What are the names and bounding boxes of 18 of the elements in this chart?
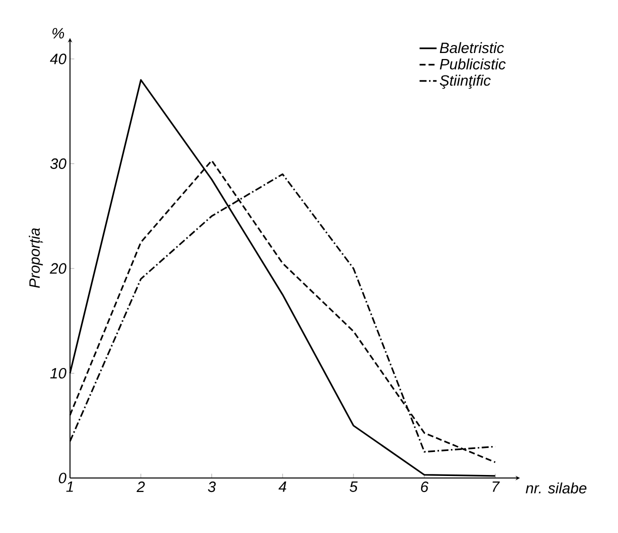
y-tick-label: 10 (50, 368, 66, 379)
x-tick-label: 4 (278, 482, 286, 492)
y-tick-label: 0 (58, 472, 66, 484)
x-tick-label: 1 (66, 482, 73, 492)
text: % (52, 28, 64, 38)
x-tick-label: 6 (421, 482, 428, 492)
legend-label: Baletristic (440, 42, 504, 54)
legend-label: Publicistic (440, 58, 506, 70)
legend-label: Ştiinţific (440, 74, 491, 89)
x-tick-label: 3 (208, 482, 216, 492)
x-tick-label: 5 (350, 482, 358, 492)
x-axis-title: nr. silabe (526, 482, 586, 494)
y-axis-title: Proporția (28, 228, 44, 288)
x-tick-label: 2 (136, 482, 145, 492)
y-tick-label: 30 (50, 158, 66, 169)
x-tick-label: 7 (492, 482, 500, 492)
y-tick-label: 20 (50, 263, 66, 274)
y-tick-label: 40 (50, 54, 66, 64)
